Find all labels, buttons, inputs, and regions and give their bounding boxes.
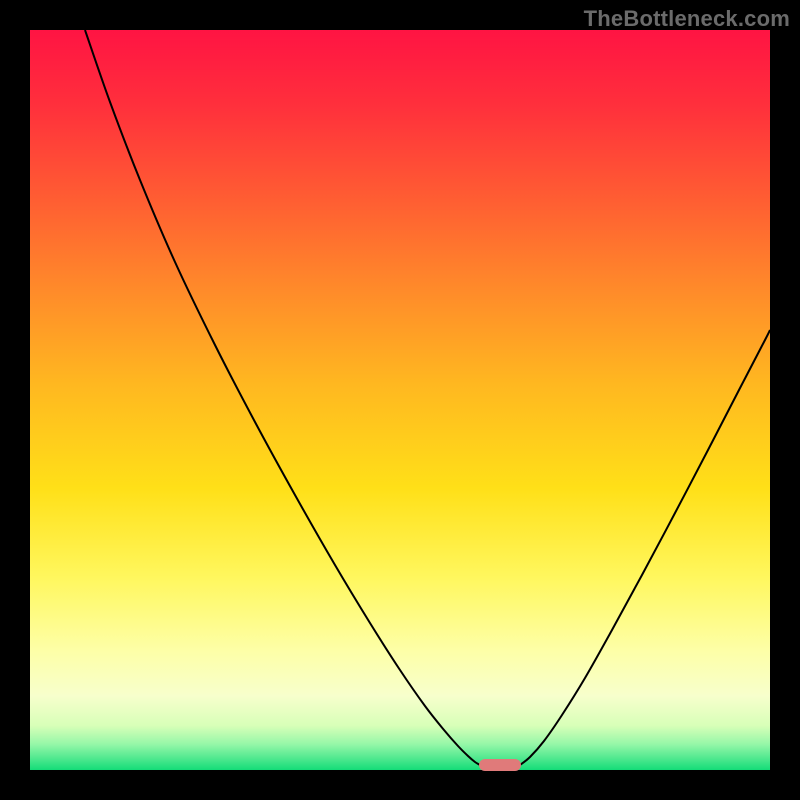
gradient-background [30, 30, 770, 770]
chart-frame: TheBottleneck.com [0, 0, 800, 800]
optimal-range-marker [479, 759, 521, 771]
bottleneck-chart [30, 30, 770, 770]
watermark-text: TheBottleneck.com [584, 6, 790, 32]
plot-area [30, 30, 770, 770]
